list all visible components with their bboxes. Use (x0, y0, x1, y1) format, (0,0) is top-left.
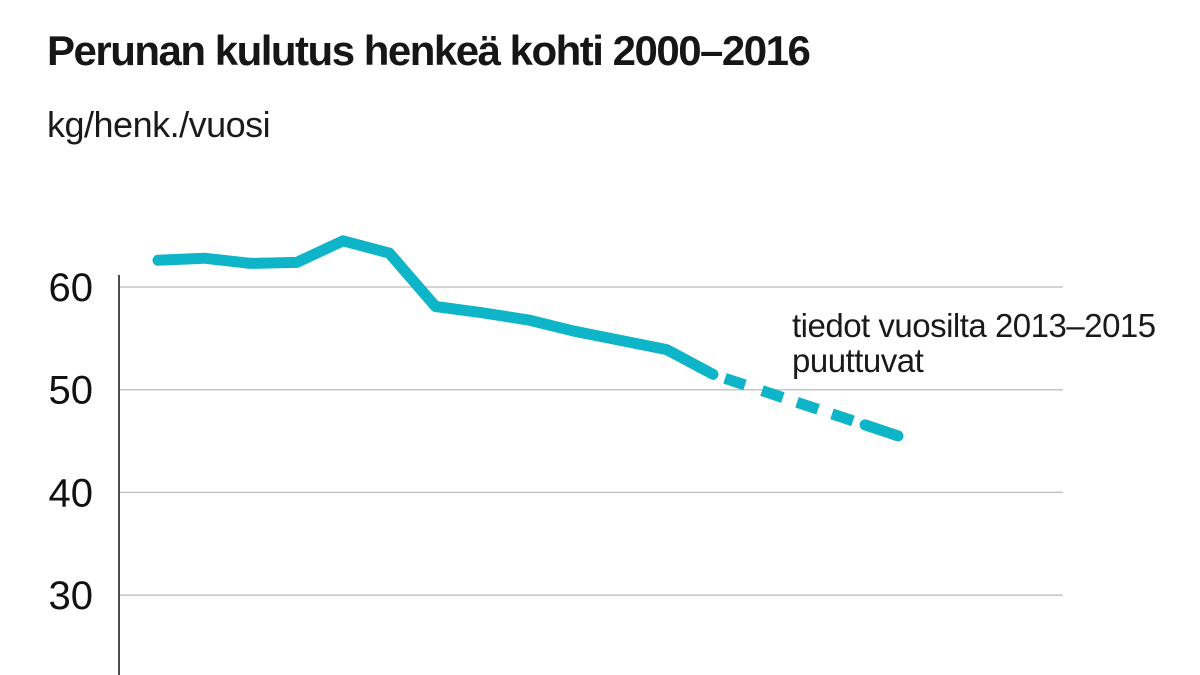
series-line-dash (830, 408, 855, 427)
y-tick-label: 60 (49, 266, 94, 310)
missing-data-annotation: tiedot vuosilta 2013–2015 puuttuvat (792, 308, 1156, 378)
series-line-dash (723, 373, 747, 391)
y-tick-label: 30 (49, 574, 94, 618)
series-line-dash (859, 419, 904, 442)
y-tick-label: 50 (49, 369, 94, 413)
missing-data-annotation-line2: puuttuvat (792, 342, 924, 379)
series-line-dash (795, 397, 820, 415)
y-axis-unit-label: kg/henk./vuosi (47, 104, 271, 145)
series-line-dash (760, 385, 785, 403)
page-title: Perunan kulutus henkeä kohti 2000–2016 (47, 27, 811, 74)
series-line-solid (152, 235, 719, 380)
missing-data-annotation-line1: tiedot vuosilta 2013–2015 (792, 307, 1156, 344)
y-tick-label: 40 (49, 471, 94, 515)
